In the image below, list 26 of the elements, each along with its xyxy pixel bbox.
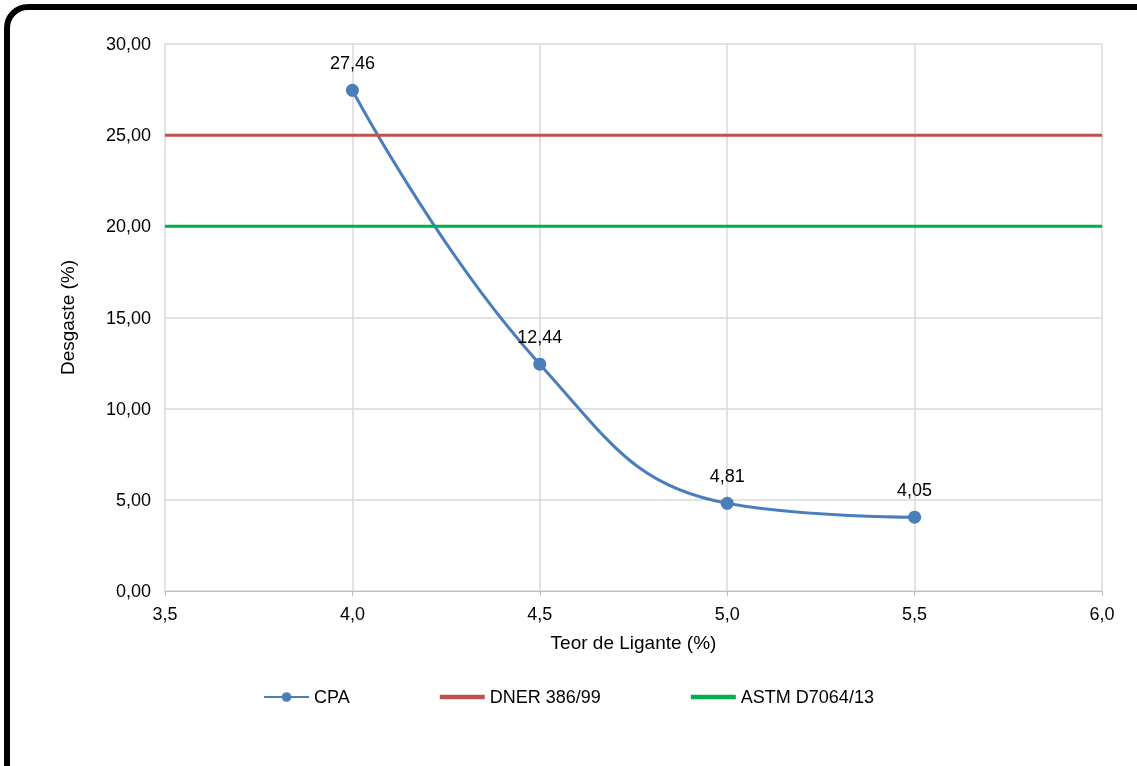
x-tick-label: 4,5 xyxy=(527,604,553,624)
point xyxy=(720,496,734,510)
y-tick-label: 0,00 xyxy=(115,581,151,601)
legend-label: DNER 386/99 xyxy=(489,687,601,707)
y-tick-label: 25,00 xyxy=(105,125,151,146)
y-tick-label: 30,00 xyxy=(105,34,151,54)
x-tick-label: 3,5 xyxy=(152,604,178,624)
y-axis-title: Desgaste (%) xyxy=(57,259,78,376)
x-tick-label: 4,0 xyxy=(339,604,365,624)
data-label: 12,44 xyxy=(517,326,563,347)
x-tick-label: 5,0 xyxy=(714,604,740,624)
point xyxy=(345,83,359,97)
legend-label: CPA xyxy=(314,687,350,707)
x-axis-title: Teor de Ligante (%) xyxy=(550,632,717,653)
legend-label: ASTM D7064/13 xyxy=(740,687,874,707)
y-tick-label: 5,00 xyxy=(115,489,151,510)
x-tick-label: 6,0 xyxy=(1089,604,1115,624)
y-tick-label: 20,00 xyxy=(105,216,151,237)
data-label: 4,05 xyxy=(897,479,933,500)
point xyxy=(533,357,547,371)
y-tick-label: 15,00 xyxy=(105,307,151,328)
x-tick-label: 5,5 xyxy=(902,604,928,624)
data-label: 4,81 xyxy=(709,465,745,486)
data-label: 27,46 xyxy=(329,52,375,73)
y-tick-label: 10,00 xyxy=(105,398,151,419)
point xyxy=(908,510,922,524)
